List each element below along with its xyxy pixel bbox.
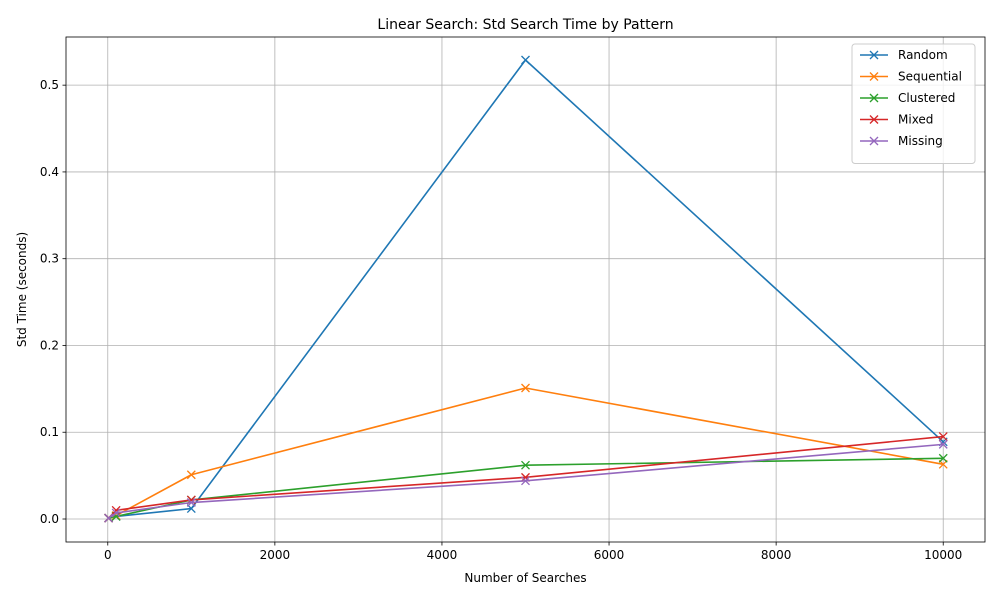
chart-title: Linear Search: Std Search Time by Patter…	[377, 17, 673, 33]
data-point-marker	[938, 432, 948, 442]
x-tick-label: 4000	[427, 548, 458, 562]
y-axis-ticks: 0.0 0.1 0.2 0.3 0.4 0.5	[40, 78, 66, 526]
y-tick-label: 0.3	[40, 252, 59, 266]
data-point-marker	[521, 55, 530, 65]
y-tick-label: 0.4	[40, 165, 59, 179]
legend-item-mixed: Mixed	[860, 113, 933, 127]
legend-label: Mixed	[898, 113, 933, 127]
x-axis-ticks: 0 2000 4000 6000 8000 10000	[104, 542, 962, 562]
data-point-marker	[521, 460, 530, 470]
y-tick-label: 0.5	[40, 78, 59, 92]
legend-item-sequential: Sequential	[860, 70, 962, 84]
data-point-marker	[186, 470, 196, 480]
x-tick-label: 8000	[761, 548, 792, 562]
legend-item-random: Random	[860, 48, 948, 62]
legend-item-missing: Missing	[860, 134, 943, 148]
series-layer	[104, 55, 948, 523]
y-tick-label: 0.2	[40, 338, 59, 352]
x-axis-label: Number of Searches	[464, 571, 586, 585]
legend-marker	[869, 50, 879, 60]
legend: Random Sequential Clustered Mixed Missing	[851, 43, 976, 164]
plot-frame	[65, 36, 986, 543]
legend-label: Sequential	[898, 70, 962, 84]
legend-marker	[869, 93, 879, 103]
x-tick-label: 2000	[260, 548, 291, 562]
y-axis-label: Std Time (seconds)	[15, 232, 29, 347]
data-point-marker	[521, 383, 530, 393]
data-point-marker	[186, 498, 196, 507]
series-missing	[104, 439, 948, 523]
legend-label: Random	[898, 48, 948, 62]
legend-marker	[869, 136, 879, 146]
y-tick-label: 0.1	[40, 425, 59, 439]
data-point-marker	[104, 513, 114, 523]
legend-item-clustered: Clustered	[860, 91, 955, 105]
legend-label: Clustered	[898, 91, 955, 105]
legend-box	[851, 43, 976, 164]
x-tick-label: 6000	[594, 548, 625, 562]
data-point-marker	[521, 476, 530, 486]
data-point-marker	[111, 508, 121, 518]
legend-marker	[869, 72, 879, 81]
x-tick-label: 0	[104, 548, 112, 562]
legend-marker	[869, 115, 879, 124]
x-tick-label: 10000	[924, 548, 962, 562]
y-tick-label: 0.0	[40, 512, 59, 526]
data-point-marker	[938, 439, 948, 449]
data-point-marker	[938, 453, 948, 463]
legend-label: Missing	[898, 134, 943, 148]
